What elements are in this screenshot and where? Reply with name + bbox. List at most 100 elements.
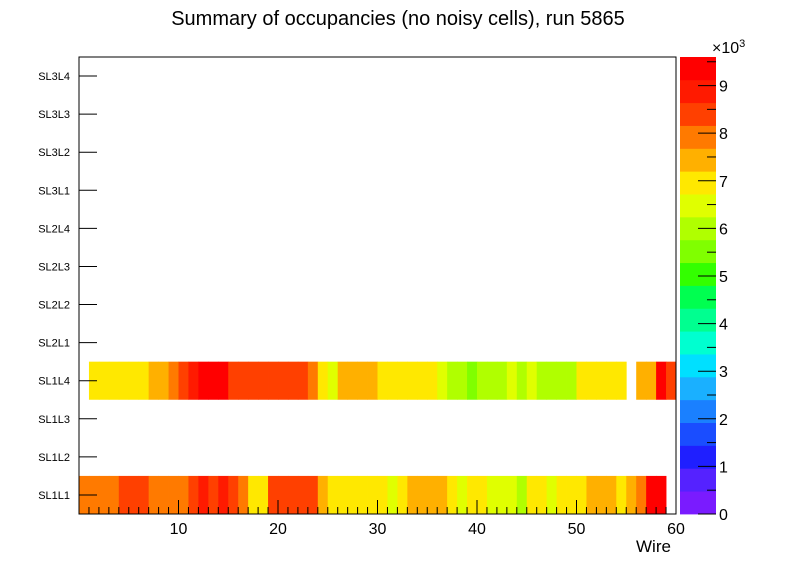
heatmap-cell (387, 361, 398, 400)
y-tick-label: SL1L1 (38, 490, 70, 502)
heatmap-cell (307, 361, 319, 400)
heatmap-cell (178, 475, 189, 514)
y-tick-label: SL1L3 (38, 414, 70, 426)
heatmap-cell (188, 475, 199, 514)
heatmap-cells (79, 361, 677, 514)
heatmap-cell (536, 475, 548, 514)
colorbar-segment (680, 491, 716, 515)
heatmap-cell (118, 361, 130, 400)
heatmap-cell (586, 475, 597, 514)
y-tick-label: SL3L2 (38, 147, 70, 159)
heatmap-cell (337, 475, 349, 514)
colorbar-segment (680, 285, 716, 309)
heatmap-cell (297, 475, 309, 514)
heatmap-cell (248, 475, 259, 514)
heatmap-cell (118, 475, 130, 514)
heatmap-cell (268, 475, 279, 514)
heatmap-cell (397, 475, 408, 514)
colorbar-segment (680, 445, 716, 469)
heatmap-cell (616, 361, 627, 400)
heatmap-cell (427, 475, 438, 514)
heatmap-cell (387, 475, 398, 514)
colorbar-segment (680, 102, 716, 126)
heatmap-cell (606, 361, 617, 400)
colorbar-segment (680, 239, 716, 264)
heatmap-cell (506, 475, 518, 514)
heatmap-cell (278, 361, 289, 400)
heatmap-cell (636, 475, 647, 514)
heatmap-cell (168, 361, 179, 400)
colorbar-segment (680, 194, 716, 218)
heatmap-cell (377, 475, 388, 514)
heatmap-cell (327, 361, 339, 400)
heatmap-cell (486, 475, 498, 514)
heatmap-cell (367, 475, 378, 514)
heatmap-cell (128, 361, 140, 400)
heatmap-cell (546, 475, 557, 514)
heatmap-cell (148, 475, 159, 514)
y-tick-label: SL2L4 (38, 223, 70, 235)
colorbar-tick-label: 7 (719, 174, 728, 191)
x-axis: 10 20 30 40 50 60 (88, 500, 685, 538)
colorbar-tick-label: 9 (719, 79, 728, 96)
heatmap-cell (347, 475, 358, 514)
colorbar-segment (680, 422, 716, 446)
colorbar-exponent-base: ×10 (712, 40, 740, 57)
x-tick-label: 20 (269, 521, 287, 538)
heatmap-cell (208, 475, 219, 514)
y-tick-label: SL3L4 (38, 71, 70, 83)
heatmap-cell (317, 475, 329, 514)
heatmap-cell (496, 475, 508, 514)
heatmap-cell (228, 361, 239, 400)
heatmap-cell (248, 361, 259, 400)
heatmap-cell (138, 361, 150, 400)
plot-frame (78, 56, 677, 515)
heatmap-cell (556, 475, 567, 514)
colorbar-tick-label: 1 (719, 459, 728, 476)
heatmap-cell (397, 361, 408, 400)
heatmap-cell (287, 475, 299, 514)
heatmap-cell (148, 361, 159, 400)
heatmap-cell (347, 361, 358, 400)
heatmap-cell (417, 361, 428, 400)
heatmap-cell (327, 475, 339, 514)
heatmap-cell (268, 361, 279, 400)
heatmap-cell (586, 361, 597, 400)
heatmap-cell (516, 475, 528, 514)
heatmap-cell (646, 361, 657, 400)
heatmap-cell (367, 361, 378, 400)
y-tick-label: SL2L1 (38, 338, 70, 350)
heatmap-cell (278, 475, 289, 514)
colorbar-segment (680, 308, 716, 332)
heatmap-cell (258, 475, 269, 514)
heatmap-cell (457, 361, 468, 400)
heatmap-cell (407, 361, 418, 400)
y-tick-label: SL3L1 (38, 185, 70, 197)
heatmap-cell (576, 361, 587, 400)
colorbar-segment (680, 468, 716, 492)
colorbar-segment (680, 171, 716, 195)
colorbar-segment (680, 57, 716, 81)
heatmap-cell (238, 361, 249, 400)
colorbar-segment (680, 354, 716, 378)
x-tick-label: 30 (369, 521, 387, 538)
colorbar-segment (680, 262, 716, 286)
heatmap-cell (516, 361, 528, 400)
heatmap-cell (636, 361, 647, 400)
x-tick-label: 10 (170, 521, 188, 538)
heatmap-cell (477, 475, 488, 514)
heatmap-cell (128, 475, 140, 514)
heatmap-cell (407, 475, 418, 514)
heatmap-cell (218, 361, 229, 400)
y-tick-label: SL2L2 (38, 300, 70, 312)
colorbar-segment (680, 125, 716, 149)
colorbar-segment (680, 148, 716, 172)
heatmap-cell (258, 361, 269, 400)
heatmap-cell (337, 361, 349, 400)
heatmap-cell (566, 475, 577, 514)
colorbar-segment (680, 331, 716, 355)
heatmap-cell (526, 361, 538, 400)
heatmap-cell (606, 475, 617, 514)
heatmap-cell (656, 361, 667, 400)
